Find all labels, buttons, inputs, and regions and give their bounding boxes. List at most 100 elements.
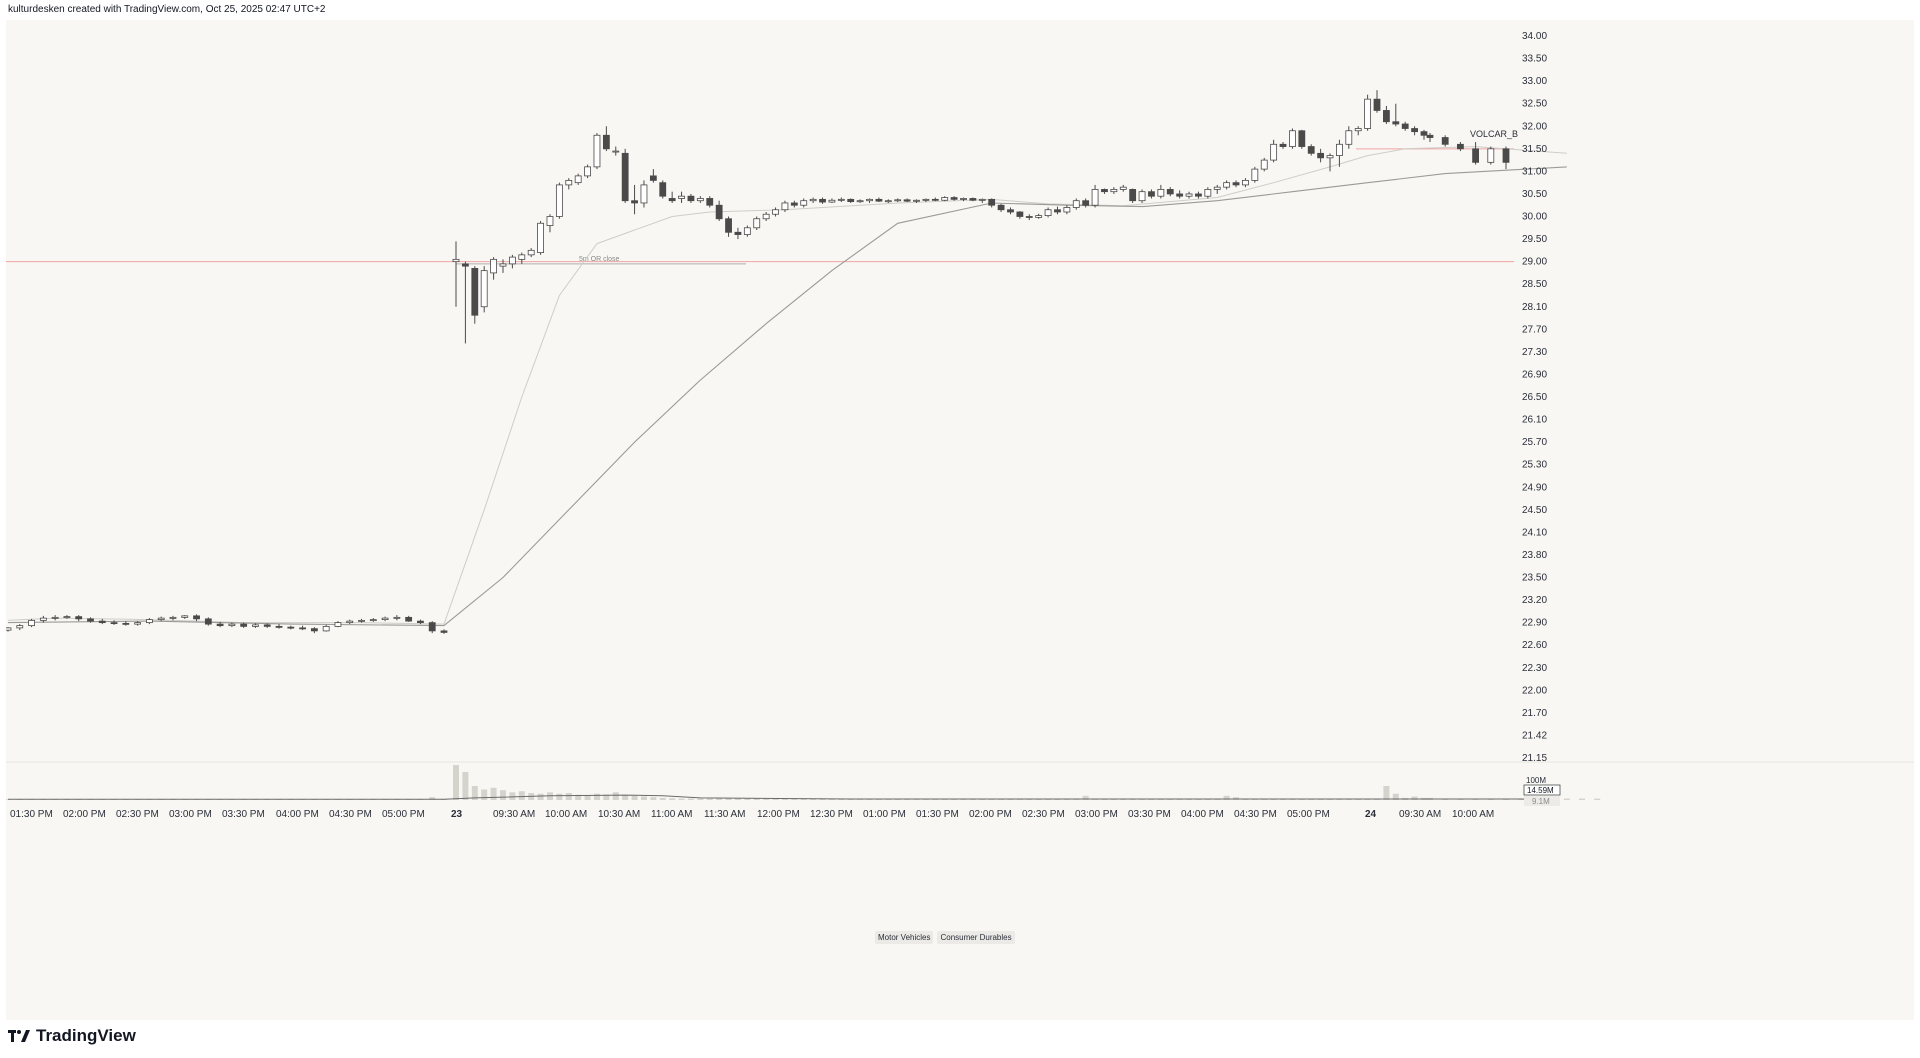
candle[interactable] (1307, 144, 1315, 156)
candle[interactable] (1336, 139, 1343, 167)
candle[interactable] (772, 207, 779, 217)
candle[interactable] (555, 182, 563, 219)
candle[interactable] (790, 200, 798, 208)
chart-area[interactable]: 5m OR close VOLCAR_B 34.00 33.50 33.00 32.50… (6, 20, 1914, 1020)
candle[interactable] (1251, 166, 1259, 183)
candle[interactable] (1279, 142, 1287, 149)
candle[interactable] (452, 241, 460, 307)
candle[interactable] (1119, 184, 1127, 192)
tradingview-logo[interactable]: TradingView (8, 1026, 136, 1046)
candle[interactable] (1411, 126, 1419, 136)
candle[interactable] (884, 199, 892, 203)
candle[interactable] (574, 173, 582, 185)
sector-tag-sector[interactable]: Consumer Durables (937, 931, 1015, 944)
candle[interactable] (997, 203, 1005, 212)
candle[interactable] (593, 133, 601, 170)
candle[interactable] (87, 617, 94, 623)
candle[interactable] (134, 621, 142, 626)
sector-tag-industry[interactable]: Motor Vehicles (875, 931, 934, 944)
candle[interactable] (1401, 121, 1409, 131)
candle[interactable] (1157, 184, 1165, 199)
candle[interactable] (1016, 211, 1024, 219)
candle[interactable] (527, 248, 535, 258)
candle[interactable] (334, 621, 342, 628)
candle[interactable] (941, 196, 949, 202)
candle[interactable] (837, 197, 845, 203)
candle[interactable] (894, 198, 902, 203)
candle[interactable] (181, 615, 189, 619)
candle[interactable] (358, 618, 365, 623)
candle[interactable] (819, 197, 826, 204)
candle[interactable] (762, 211, 770, 222)
candle[interactable] (753, 216, 761, 231)
candle[interactable] (263, 623, 271, 628)
candle[interactable] (1364, 94, 1372, 131)
candle[interactable] (1138, 189, 1146, 203)
candle[interactable] (715, 200, 723, 222)
candle[interactable] (903, 198, 911, 203)
candle[interactable] (461, 261, 469, 344)
candle[interactable] (193, 614, 200, 622)
candle[interactable] (98, 618, 106, 625)
candle[interactable] (1204, 187, 1212, 199)
candle[interactable] (866, 198, 873, 203)
candle[interactable] (204, 617, 212, 626)
candle[interactable] (1072, 198, 1080, 210)
candle[interactable] (299, 625, 306, 631)
candle[interactable] (922, 198, 930, 203)
candle[interactable] (518, 252, 526, 264)
candle[interactable] (1101, 188, 1108, 194)
candle[interactable] (275, 624, 283, 629)
candle[interactable] (1091, 184, 1099, 208)
candle[interactable] (1166, 187, 1174, 197)
candle[interactable] (1373, 90, 1381, 113)
candle[interactable] (1270, 139, 1278, 163)
candle[interactable] (696, 196, 704, 203)
candle[interactable] (1007, 207, 1014, 215)
candle[interactable] (1383, 105, 1390, 124)
candle[interactable] (480, 266, 488, 313)
candle[interactable] (649, 169, 657, 183)
candle[interactable] (1345, 126, 1353, 149)
candle[interactable] (287, 625, 295, 630)
candle[interactable] (310, 627, 318, 634)
candle[interactable] (687, 193, 695, 203)
candle[interactable] (1082, 198, 1090, 208)
candle[interactable] (678, 191, 685, 203)
candle[interactable] (631, 184, 638, 215)
candle[interactable] (417, 619, 424, 625)
candle[interactable] (546, 214, 554, 233)
candle[interactable] (322, 624, 330, 632)
candle[interactable] (346, 619, 354, 625)
candle[interactable] (621, 148, 629, 203)
candle[interactable] (1195, 191, 1202, 199)
candle[interactable] (1054, 206, 1061, 215)
candle[interactable] (725, 216, 732, 237)
candle[interactable] (1354, 126, 1362, 136)
candle[interactable] (856, 199, 864, 203)
candle[interactable] (659, 180, 667, 199)
candle[interactable] (228, 622, 236, 628)
candle[interactable] (640, 180, 648, 208)
price-chart[interactable]: 5m OR close VOLCAR_B 34.00 33.50 33.00 32.50… (6, 20, 1914, 1020)
candle[interactable] (28, 618, 35, 628)
candle[interactable] (1326, 153, 1334, 172)
candle[interactable] (1223, 180, 1231, 190)
candle[interactable] (1232, 180, 1240, 188)
candle[interactable] (169, 615, 177, 621)
candle[interactable] (1025, 214, 1033, 221)
candle[interactable] (490, 257, 497, 280)
candle[interactable] (122, 621, 130, 626)
candle[interactable] (612, 146, 620, 156)
candle[interactable] (252, 623, 259, 628)
candle[interactable] (781, 200, 789, 212)
candle[interactable] (146, 618, 153, 625)
candle[interactable] (565, 178, 573, 190)
candle[interactable] (393, 615, 401, 621)
candle[interactable] (240, 622, 248, 628)
candle[interactable] (75, 615, 83, 622)
candle[interactable] (602, 126, 610, 152)
candle[interactable] (216, 621, 224, 628)
candle[interactable] (875, 197, 883, 203)
candle[interactable] (706, 196, 714, 208)
